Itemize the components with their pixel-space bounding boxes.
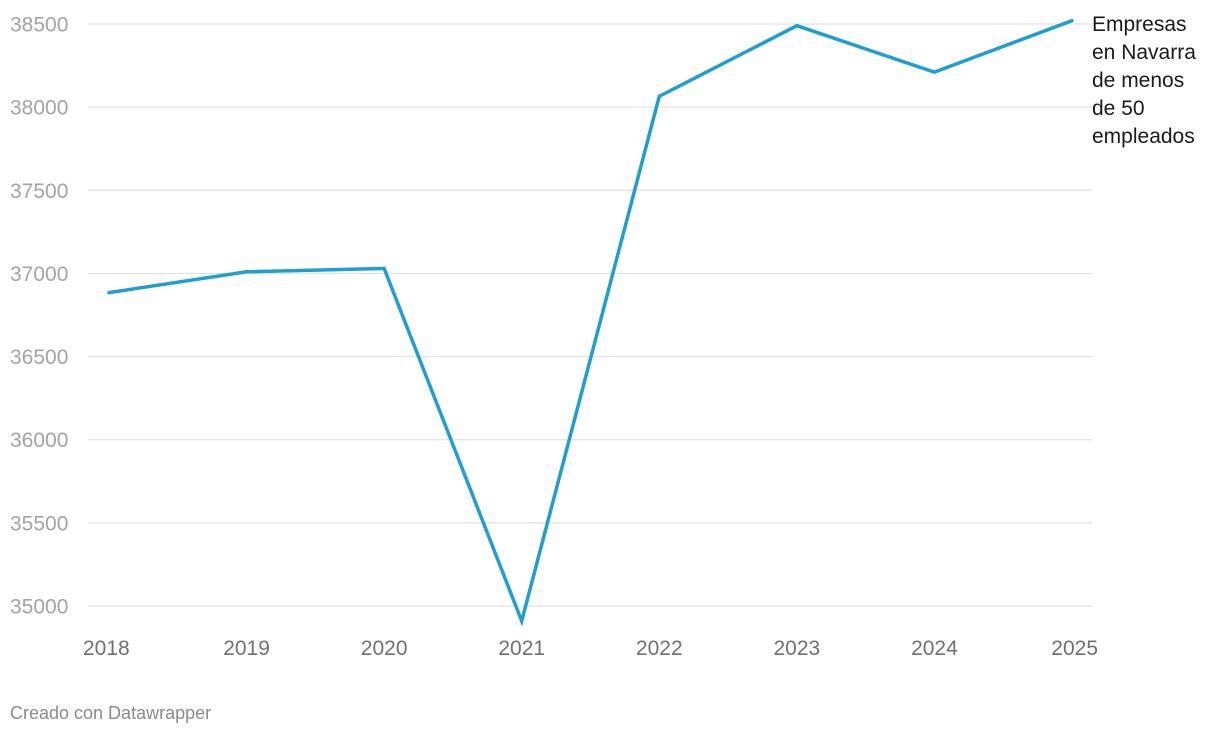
- y-axis-ticks: 35000 35500 36000 36500 37000 37500 38000 38500: [10, 14, 68, 619]
- data-point-2021: [520, 619, 524, 623]
- series-label: Empresas en Navarra de menos de 50 empleados: [1092, 13, 1196, 148]
- data-point-2019: [245, 270, 249, 274]
- x-tick-label: 2023: [773, 637, 820, 660]
- series-layer: [107, 18, 1074, 627]
- x-tick-label: 2020: [361, 637, 408, 660]
- series-label-line: en Navarra: [1092, 41, 1196, 64]
- y-tick-label: 37500: [10, 180, 68, 203]
- x-tick-label: 2022: [636, 637, 683, 660]
- credit-footer: Creado con Datawrapper: [10, 703, 212, 723]
- y-tick-label: 38500: [10, 14, 68, 37]
- x-tick-label: 2025: [1051, 637, 1098, 660]
- y-tick-label: 37000: [10, 263, 68, 286]
- series-line: [107, 18, 1074, 627]
- data-point-2018: [107, 291, 111, 295]
- data-point-2024: [932, 70, 936, 74]
- x-tick-label: 2021: [498, 637, 545, 660]
- y-tick-label: 35500: [10, 512, 68, 535]
- data-point-2023: [795, 24, 799, 28]
- line-chart: 35000 35500 36000 36500 37000 37500 38000 38500…: [10, 13, 1196, 660]
- x-tick-label: 2024: [911, 637, 958, 660]
- y-tick-label: 36000: [10, 429, 68, 452]
- series-label-line: de 50: [1092, 97, 1145, 120]
- series-label-line: Empresas: [1092, 13, 1187, 36]
- y-tick-label: 36500: [10, 346, 68, 369]
- series-label-line: de menos: [1092, 69, 1184, 92]
- x-axis-ticks: 2018 2019 2020 2021 2022 2023 2024 2025: [83, 637, 1098, 660]
- y-tick-label: 38000: [10, 97, 68, 120]
- gridlines: [88, 23, 1092, 607]
- data-point-2025: [1070, 19, 1074, 23]
- y-tick-label: 35000: [10, 596, 68, 619]
- x-tick-label: 2018: [83, 637, 130, 660]
- data-point-2020: [382, 266, 386, 270]
- series-label-line: empleados: [1092, 125, 1195, 148]
- data-point-2022: [657, 94, 661, 98]
- x-tick-label: 2019: [223, 637, 270, 660]
